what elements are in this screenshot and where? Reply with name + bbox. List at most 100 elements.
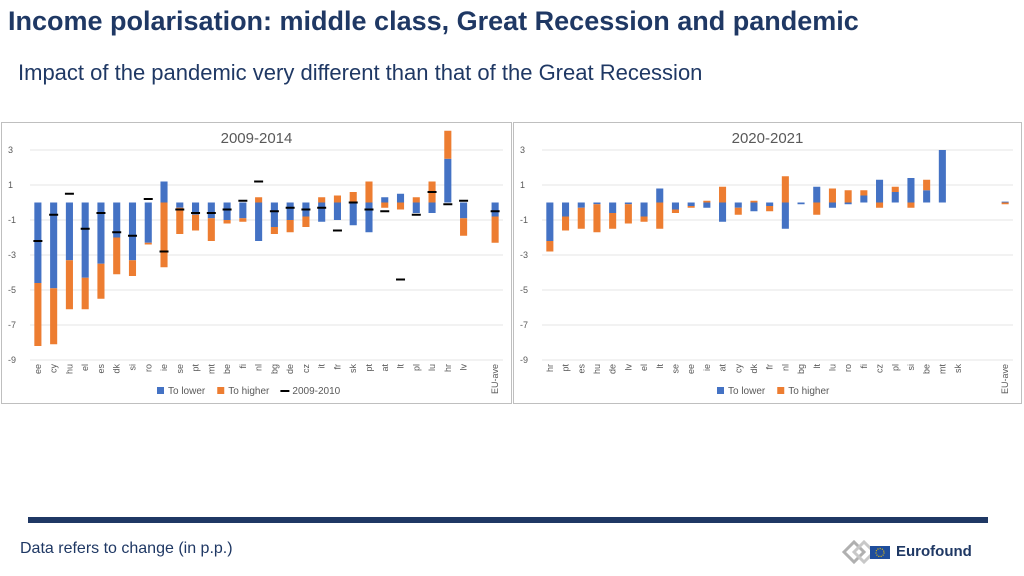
x-tick-label: hr	[443, 364, 453, 372]
footer-divider	[28, 517, 988, 523]
marker-2009-2010	[443, 203, 453, 206]
x-tick-label: pt	[561, 364, 571, 372]
eurofound-logo: Eurofound	[840, 536, 1020, 568]
x-tick-label: nl	[254, 364, 264, 371]
bar-to-lower	[428, 202, 436, 213]
legend-swatch	[717, 387, 724, 394]
bar-to-higher	[381, 202, 389, 208]
bar-to-lower	[656, 188, 664, 203]
bar-to-lower	[624, 202, 632, 205]
footnote: Data refers to change (in p.p.)	[20, 540, 233, 557]
x-tick-label: pl	[890, 364, 900, 371]
bar-to-higher	[891, 186, 899, 192]
bar-to-higher	[412, 197, 420, 203]
x-tick-label: si	[906, 364, 916, 371]
marker-2009-2010	[127, 234, 137, 237]
bar-to-higher	[907, 202, 915, 208]
x-tick-label: de	[608, 364, 618, 374]
bar-to-lower	[176, 202, 184, 208]
x-tick-label: dk	[749, 364, 759, 374]
bar-to-lower	[609, 202, 617, 213]
marker-2009-2010	[206, 212, 216, 214]
x-tick-label: pt	[364, 364, 374, 372]
x-tick-label: lu	[827, 364, 837, 371]
x-tick-label: it	[317, 364, 327, 369]
bar-to-higher	[734, 207, 742, 215]
x-tick-label: es	[576, 364, 586, 374]
x-tick-label: ie	[702, 364, 712, 371]
bar-to-lower	[593, 202, 601, 205]
x-tick-label: bg	[269, 364, 279, 374]
bar-to-higher	[207, 218, 215, 241]
bar-to-lower	[687, 202, 695, 206]
y-tick-label: -5	[8, 285, 16, 295]
x-tick-label: pt	[191, 364, 201, 372]
bar-to-lower	[192, 202, 200, 215]
bar-to-lower	[396, 193, 405, 203]
bar-to-higher	[844, 190, 852, 203]
bar-to-higher	[577, 207, 585, 229]
eurofound-logo-icon	[841, 539, 890, 565]
bar-to-higher	[460, 218, 468, 236]
bar-to-lower	[381, 197, 389, 203]
bar-to-lower	[1001, 201, 1009, 203]
x-tick-label: hu	[64, 364, 74, 374]
bar-to-higher	[113, 237, 121, 275]
x-tick-label: fi	[238, 364, 248, 369]
legend-swatch	[157, 387, 164, 394]
y-tick-label: -9	[520, 355, 528, 365]
marker-2009-2010	[222, 208, 232, 211]
marker-2009-2010	[80, 227, 90, 230]
bar-to-lower	[97, 202, 105, 264]
bar-to-higher	[97, 263, 105, 299]
bar-to-higher	[444, 130, 452, 159]
x-tick-label: ee	[33, 364, 43, 374]
legend-label: To lower	[168, 386, 206, 397]
bar-to-higher	[687, 206, 695, 208]
bar-to-lower	[444, 158, 452, 203]
bar-to-higher	[286, 220, 294, 233]
x-tick-label: pl	[411, 364, 421, 371]
bar-to-higher	[781, 176, 789, 203]
x-tick-label: be	[222, 364, 232, 374]
bar-to-lower	[333, 202, 341, 220]
x-tick-label: fi	[859, 364, 869, 369]
bar-to-lower	[81, 202, 89, 278]
bar-to-lower	[923, 190, 931, 203]
legend-label: To higher	[788, 386, 830, 397]
bar-to-higher	[703, 200, 711, 203]
y-tick-label: -7	[8, 320, 16, 330]
x-tick-label: el	[80, 364, 90, 371]
x-tick-label: ro	[143, 364, 153, 372]
x-tick-label: lt	[812, 364, 822, 369]
x-tick-label: nl	[780, 364, 790, 371]
bar-to-higher	[562, 216, 570, 231]
bar-to-higher	[318, 197, 326, 203]
bar-to-lower	[703, 202, 711, 208]
y-tick-label: 3	[520, 145, 525, 155]
y-tick-label: -9	[8, 355, 16, 365]
bar-to-higher	[349, 192, 357, 203]
bar-to-higher	[624, 204, 632, 224]
bar-to-higher	[365, 181, 373, 203]
bar-to-lower	[734, 202, 742, 208]
bar-to-higher	[923, 179, 931, 191]
marker-2009-2010	[427, 191, 437, 193]
x-tick-label: ie	[159, 364, 169, 371]
bar-to-higher	[593, 204, 601, 233]
x-tick-label: mt	[937, 364, 947, 374]
bar-to-lower	[844, 202, 852, 205]
bar-to-higher	[333, 195, 341, 203]
bar-to-lower	[286, 202, 294, 220]
x-tick-label: cz	[875, 364, 885, 374]
y-tick-label: -5	[520, 285, 528, 295]
marker-2009-2010	[238, 199, 248, 202]
bar-to-lower	[128, 202, 137, 261]
marker-2009-2010	[396, 278, 406, 281]
y-tick-label: 1	[520, 180, 525, 190]
bar-to-higher	[750, 200, 758, 203]
x-tick-label: hr	[545, 364, 555, 372]
bar-to-lower	[828, 202, 836, 208]
chart-panel-2009-2014: 2009-2014 3 1 -1 -3 -5 -7 -9 ee cy hu el es dk si ro ie s…	[1, 122, 512, 404]
bar-to-lower	[349, 202, 357, 226]
